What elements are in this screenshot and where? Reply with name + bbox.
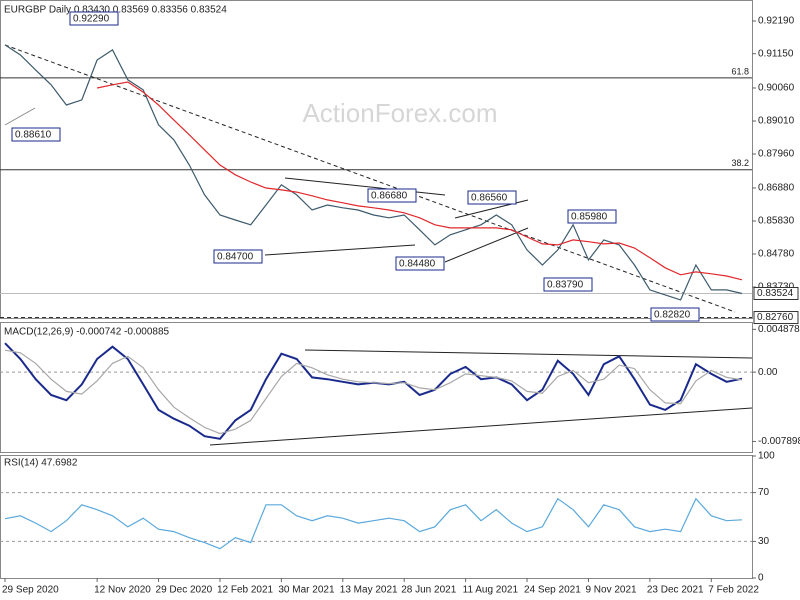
x-tick-label: 9 Nov 2021 bbox=[585, 585, 637, 596]
series-line bbox=[4, 497, 743, 550]
x-tick-label: 13 May 2021 bbox=[340, 585, 398, 596]
macd-title: MACD(12,26,9) -0.000742 -0.000885 bbox=[4, 327, 170, 338]
x-tick-label: 30 Mar 2021 bbox=[278, 585, 335, 596]
y-tick-label: 0.89010 bbox=[758, 116, 795, 127]
x-tick-label: 7 Feb 2022 bbox=[708, 585, 759, 596]
y-tick-label: 0.87960 bbox=[758, 149, 795, 160]
price-panel bbox=[0, 0, 753, 319]
trend-line bbox=[284, 177, 446, 196]
y-tick-label: 0.92190 bbox=[758, 16, 795, 27]
y-tick-label: 70 bbox=[758, 487, 770, 498]
chart-title: EURGBP Daily 0.83430 0.83569 0.83356 0.8… bbox=[4, 5, 227, 16]
trend-line bbox=[4, 44, 736, 313]
callout-box bbox=[213, 249, 263, 264]
callout-label: 0.83790 bbox=[547, 280, 584, 291]
trend-line bbox=[304, 349, 753, 359]
x-tick-label: 11 Aug 2021 bbox=[463, 585, 519, 596]
x-tick-label: 12 Nov 2020 bbox=[94, 585, 151, 596]
y-tick-label: 0 bbox=[758, 573, 764, 584]
series-line bbox=[4, 44, 743, 301]
rsi-title: RSI(14) 47.6982 bbox=[4, 458, 78, 469]
y-tick-label: 100 bbox=[758, 451, 775, 462]
price-box bbox=[753, 287, 799, 301]
fib-label: 61.8 bbox=[731, 66, 749, 76]
x-tick-label: 23 Dec 2021 bbox=[647, 585, 704, 596]
y-tick-label: 0.90060 bbox=[758, 83, 795, 94]
y-tick-label: 0.004878 bbox=[758, 324, 800, 335]
trend-line bbox=[444, 227, 529, 263]
y-tick-label: 0.86880 bbox=[758, 183, 795, 194]
callout-label: 0.86680 bbox=[371, 191, 408, 202]
callout-label: 0.84700 bbox=[217, 252, 254, 263]
trend-line bbox=[4, 107, 36, 126]
callout-label: 0.92290 bbox=[73, 14, 110, 25]
rsi-panel bbox=[0, 455, 753, 579]
callout-label: 0.84480 bbox=[399, 259, 436, 270]
x-tick-label: 28 Jun 2021 bbox=[401, 585, 456, 596]
trend-line bbox=[264, 244, 416, 256]
callout-box bbox=[367, 188, 417, 203]
callout-box bbox=[650, 307, 700, 322]
trend-line bbox=[209, 407, 753, 446]
y-tick-label: 0.84780 bbox=[758, 249, 795, 260]
x-tick-label: 12 Feb 2021 bbox=[217, 585, 274, 596]
y-tick-label: 0.00 bbox=[758, 367, 778, 378]
callout-label: 0.86560 bbox=[471, 193, 508, 204]
callout-box bbox=[69, 11, 119, 26]
price-marker-label: 0.82760 bbox=[757, 312, 794, 323]
y-tick-label: 0.91150 bbox=[758, 48, 794, 59]
y-tick-label: -0.007898 bbox=[758, 436, 800, 447]
callout-label: 0.82820 bbox=[654, 310, 691, 321]
fib-label: 38.2 bbox=[731, 158, 749, 168]
x-tick-label: 29 Sep 2020 bbox=[2, 585, 59, 596]
price-marker-label: 0.83524 bbox=[757, 288, 794, 299]
callout-label: 0.88610 bbox=[15, 130, 52, 141]
callout-box bbox=[395, 256, 445, 271]
y-tick-label: 30 bbox=[758, 536, 770, 547]
x-tick-label: 29 Dec 2020 bbox=[156, 585, 213, 596]
trend-lines bbox=[4, 44, 753, 446]
callout-label: 0.85980 bbox=[571, 212, 608, 223]
series-line bbox=[4, 349, 743, 435]
price-box bbox=[753, 311, 799, 325]
y-tick-label: 0.85830 bbox=[758, 216, 795, 227]
watermark: ActionForex.com bbox=[302, 98, 497, 128]
callout-box bbox=[467, 190, 517, 205]
callout-box bbox=[567, 209, 617, 224]
macd-panel bbox=[0, 322, 753, 453]
callout-box bbox=[543, 277, 593, 292]
series-line bbox=[96, 81, 743, 281]
callout-box bbox=[11, 127, 61, 142]
x-tick-label: 24 Sep 2021 bbox=[524, 585, 581, 596]
